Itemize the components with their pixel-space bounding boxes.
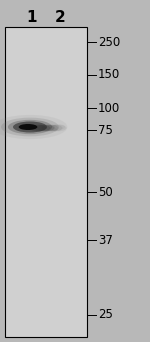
- Ellipse shape: [13, 121, 47, 132]
- Text: 2: 2: [55, 11, 65, 26]
- Text: 150: 150: [98, 68, 120, 81]
- Ellipse shape: [8, 120, 52, 134]
- Ellipse shape: [30, 125, 46, 131]
- Text: 25: 25: [98, 308, 113, 321]
- Ellipse shape: [19, 124, 37, 130]
- Ellipse shape: [1, 118, 59, 136]
- Ellipse shape: [0, 115, 67, 139]
- Text: 100: 100: [98, 102, 120, 115]
- Text: 1: 1: [27, 11, 37, 26]
- Ellipse shape: [55, 124, 65, 130]
- Text: 50: 50: [98, 185, 113, 198]
- Text: 75: 75: [98, 123, 113, 136]
- Bar: [5, 27, 87, 337]
- Ellipse shape: [45, 125, 63, 131]
- Ellipse shape: [33, 125, 51, 131]
- Text: 250: 250: [98, 36, 120, 49]
- Ellipse shape: [50, 125, 66, 131]
- Text: 37: 37: [98, 234, 113, 247]
- Ellipse shape: [38, 125, 54, 131]
- Ellipse shape: [42, 125, 58, 131]
